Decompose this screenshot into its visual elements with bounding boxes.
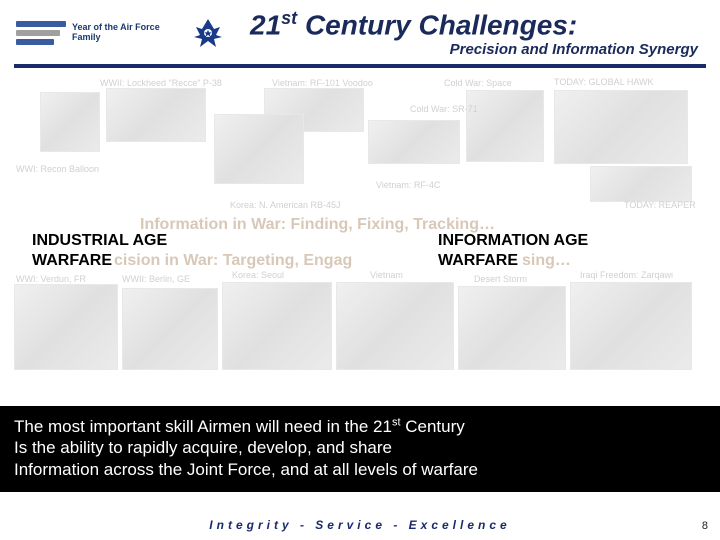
conclusion-l1-post: Century <box>401 417 465 436</box>
ghost-image <box>106 88 206 142</box>
ghost-image <box>570 282 692 370</box>
ghost-image <box>222 282 332 370</box>
ghost-image <box>554 90 688 164</box>
conclusion-line-1: The most important skill Airmen will nee… <box>14 416 706 437</box>
conclusion-box: The most important skill Airmen will nee… <box>0 406 720 492</box>
label-industrial-warfare: WARFARE <box>32 252 112 270</box>
ghost-collage: Information in War: Finding, Fixing, Tra… <box>14 74 706 372</box>
yaf-bars <box>16 21 66 45</box>
ghost-label: TODAY: GLOBAL HAWK <box>554 77 654 87</box>
yaf-bar-2 <box>16 30 60 36</box>
ghost-image <box>40 92 100 152</box>
ghost-image <box>14 284 118 370</box>
yaf-bar-1 <box>16 21 66 27</box>
ghost-label: Iraqi Freedom: Zarqawi <box>580 270 673 280</box>
ghost-image <box>590 166 692 202</box>
ghost-label: Cold War: Space <box>444 78 512 88</box>
ghost-label: Korea: N. American RB-45J <box>230 200 341 210</box>
ghost-label: WWII: Lockheed "Recce" P-38 <box>100 78 222 88</box>
ghost-label: TODAY: REAPER <box>624 200 696 210</box>
slide-header: Year of the Air Force Family 21st Centur… <box>0 0 720 62</box>
air-force-logo-icon <box>188 13 228 53</box>
yaf-logo: Year of the Air Force Family <box>16 13 176 53</box>
ghost-label: Vietnam: RF-4C <box>376 180 440 190</box>
ghost-label: Vietnam <box>370 270 403 280</box>
ghost-image <box>214 114 304 184</box>
ghost-label: Vietnam: RF-101 Voodoo <box>272 78 373 88</box>
title-block: 21st Century Challenges: Precision and I… <box>240 8 704 58</box>
ghost-label: Korea: Seoul <box>232 270 284 280</box>
footer-motto: Integrity - Service - Excellence <box>0 518 720 532</box>
section-prec-war-tail: sing… <box>522 252 571 270</box>
ghost-label: Desert Storm <box>474 274 527 284</box>
conclusion-l1-sup: st <box>392 416 401 428</box>
title-pre: 21 <box>250 9 281 40</box>
ghost-image <box>458 286 566 370</box>
slide-subtitle: Precision and Information Synergy <box>250 41 704 58</box>
title-post: Century Challenges: <box>297 9 577 40</box>
slide-title: 21st Century Challenges: <box>250 8 704 41</box>
ghost-label: WWII: Berlin, GE <box>122 274 190 284</box>
ghost-label: Cold War: SR-71 <box>410 104 478 114</box>
yaf-text: Year of the Air Force Family <box>72 23 176 43</box>
label-industrial-age: INDUSTRIAL AGE <box>32 232 167 250</box>
label-information-warfare: WARFARE <box>438 252 518 270</box>
conclusion-line-3: Information across the Joint Force, and … <box>14 459 706 480</box>
ghost-image <box>336 282 454 370</box>
title-sup: st <box>281 8 297 28</box>
conclusion-line-2: Is the ability to rapidly acquire, devel… <box>14 437 706 458</box>
ghost-image <box>122 288 218 370</box>
label-information-age: INFORMATION AGE <box>438 232 588 250</box>
ghost-image <box>368 120 460 164</box>
ghost-label: WWI: Verdun, FR <box>16 274 86 284</box>
page-number: 8 <box>702 520 708 532</box>
section-prec-war-mid: cision in War: Targeting, Engag <box>114 252 352 270</box>
ghost-image <box>466 90 544 162</box>
yaf-bar-3 <box>16 39 54 45</box>
conclusion-l1-pre: The most important skill Airmen will nee… <box>14 417 392 436</box>
ghost-label: WWI: Recon Balloon <box>16 164 99 174</box>
content-area: Information in War: Finding, Fixing, Tra… <box>0 68 720 378</box>
